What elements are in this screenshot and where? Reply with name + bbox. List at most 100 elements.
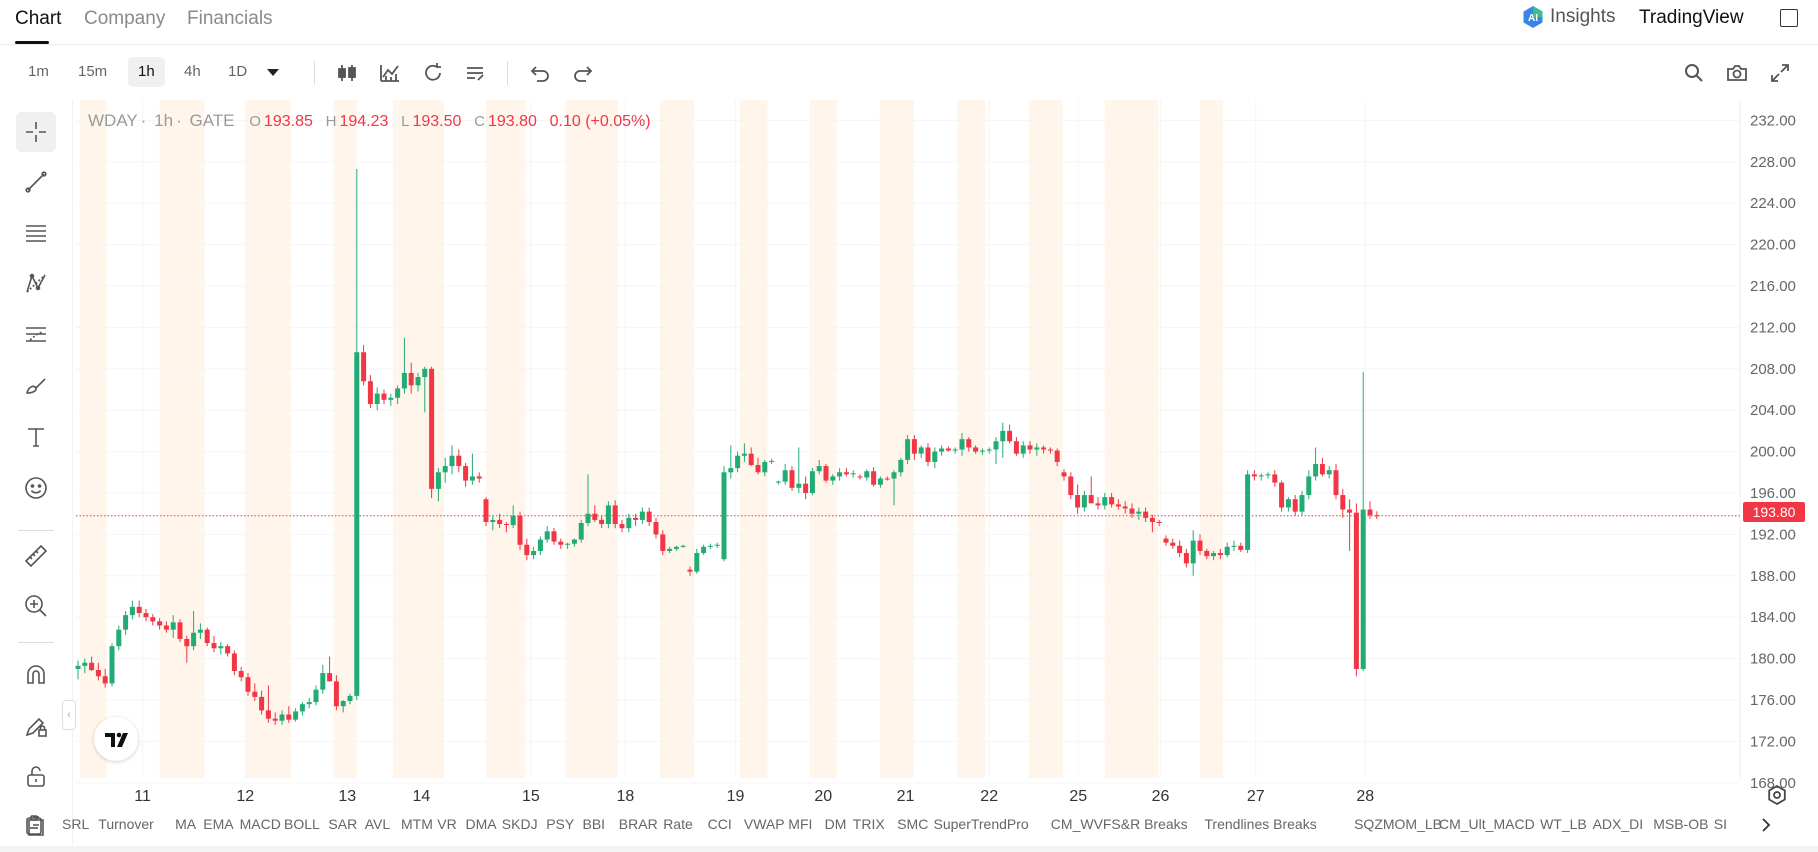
indicator-item[interactable]: MTM: [401, 816, 433, 832]
indicator-clipboard-icon[interactable]: [24, 814, 44, 836]
candle-body: [265, 710, 271, 719]
candle-body: [245, 677, 251, 692]
brush-icon: [25, 378, 46, 394]
indicator-item[interactable]: CM_WVF: [1050, 816, 1112, 832]
indicator-item[interactable]: BRAR: [618, 816, 658, 832]
candle-body: [952, 449, 958, 451]
indicator-item[interactable]: BOLL: [284, 816, 320, 832]
candle-body: [728, 468, 734, 473]
indicator-item[interactable]: Rate: [663, 816, 693, 832]
indicator-item[interactable]: TRIX: [852, 816, 885, 832]
redo-icon[interactable]: [572, 62, 594, 84]
indicator-item[interactable]: VR: [437, 816, 457, 832]
trash-tool[interactable]: [16, 806, 56, 846]
candle-body: [395, 388, 401, 398]
text-tool[interactable]: [16, 417, 56, 457]
search-icon[interactable]: [1683, 62, 1705, 84]
legend-high-label: H: [325, 113, 337, 130]
ruler-tool[interactable]: [16, 536, 56, 576]
indicator-item[interactable]: Trendlines Breaks: [1204, 816, 1317, 832]
indicator-item[interactable]: SI: [1713, 816, 1728, 832]
top-navigation: Chart Company Financials AI Insights Tra…: [0, 0, 1818, 45]
indicator-item[interactable]: DM: [824, 816, 847, 832]
indicator-item[interactable]: SKDJ: [501, 816, 538, 832]
indicator-item[interactable]: S&R Breaks: [1111, 816, 1188, 832]
session-band: [486, 100, 526, 778]
pattern-icon: [26, 273, 46, 293]
indicator-item[interactable]: DMA: [465, 816, 497, 832]
brush-tool[interactable]: [16, 366, 56, 406]
fib-lines-tool[interactable]: [16, 213, 56, 253]
indicator-item[interactable]: MSB-OB: [1653, 816, 1709, 832]
trash-icon: [28, 816, 44, 836]
pattern-tool[interactable]: [16, 264, 56, 304]
indicator-item[interactable]: BBI: [582, 816, 606, 832]
tab-company[interactable]: Company: [84, 8, 166, 29]
indicator-item[interactable]: SRL: [62, 816, 90, 832]
price-chart[interactable]: 232.00 228.00 224.00 220.00 216.00 212.00 208.…: [0, 100, 1818, 808]
indicator-item[interactable]: SMC: [897, 816, 929, 832]
indicators-icon[interactable]: [379, 62, 401, 84]
x-axis-tick-label: 12: [236, 788, 254, 805]
tradingview-link[interactable]: TradingView: [1639, 7, 1744, 28]
candle-body: [1197, 540, 1203, 551]
candle-body: [143, 613, 149, 618]
collapse-toolbar-button[interactable]: ‹: [62, 700, 76, 730]
magnet-tool[interactable]: [16, 655, 56, 695]
candle-body: [231, 653, 237, 672]
chevron-right-icon[interactable]: [1757, 816, 1775, 834]
indicator-item[interactable]: Turnover: [98, 816, 154, 832]
indicator-item[interactable]: MACD: [239, 816, 281, 832]
fullscreen-icon[interactable]: [1769, 62, 1791, 84]
indicator-item[interactable]: CCI: [707, 816, 732, 832]
undo-icon[interactable]: [529, 62, 551, 84]
timeframe-1d[interactable]: 1D: [228, 63, 248, 80]
zoom-tool[interactable]: [16, 586, 56, 626]
candle-body: [1217, 553, 1223, 556]
candlestick-type-icon[interactable]: [336, 62, 358, 84]
trendline-tool[interactable]: [16, 162, 56, 202]
indicator-item[interactable]: VWAP: [743, 816, 785, 832]
candle-body: [1251, 474, 1257, 477]
templates-icon[interactable]: [464, 62, 486, 84]
timeframe-1m[interactable]: 1m: [28, 63, 49, 80]
indicator-item[interactable]: AVL: [364, 816, 391, 832]
indicator-item[interactable]: SQZMOM_LB: [1354, 816, 1442, 832]
layout-toggle-checkbox[interactable]: [1780, 9, 1798, 27]
indicator-item[interactable]: ADX_DI: [1592, 816, 1644, 832]
indicator-item[interactable]: SAR: [328, 816, 358, 832]
indicator-item[interactable]: PSY: [546, 816, 575, 832]
candle-body: [1102, 497, 1108, 506]
timeframe-15m[interactable]: 15m: [78, 63, 108, 80]
timeframe-1h[interactable]: 1h: [128, 57, 165, 87]
camera-icon[interactable]: [1726, 62, 1748, 84]
indicator-item[interactable]: WT_LB: [1540, 816, 1587, 832]
candle-body: [667, 548, 673, 551]
indicator-item[interactable]: MA: [175, 816, 197, 832]
lock-drawing-tool[interactable]: [16, 706, 56, 746]
candle-body: [1088, 495, 1094, 504]
indicator-item[interactable]: EMA: [203, 816, 234, 832]
tab-financials[interactable]: Financials: [187, 8, 273, 29]
emoji-tool[interactable]: [16, 468, 56, 508]
chevron-down-icon[interactable]: [262, 66, 284, 80]
candle-body: [1292, 499, 1298, 512]
replay-icon[interactable]: [422, 62, 444, 84]
candle-body: [89, 662, 95, 670]
indicator-item[interactable]: SuperTrendPro: [933, 816, 1029, 832]
projection-tool[interactable]: [16, 315, 56, 355]
candle-body: [1238, 545, 1244, 550]
indicator-item[interactable]: MFI: [788, 816, 813, 832]
candle-body: [320, 673, 326, 690]
indicator-item[interactable]: CM_Ult_MACD: [1439, 816, 1535, 832]
candle-body: [789, 470, 795, 488]
candle-body: [1265, 474, 1271, 476]
candle-body: [361, 352, 367, 382]
crosshair-tool[interactable]: [16, 112, 56, 152]
tab-chart[interactable]: Chart: [15, 8, 62, 29]
tradingview-logo-button[interactable]: [94, 717, 138, 761]
timeframe-4h[interactable]: 4h: [184, 63, 201, 80]
chart-settings-icon[interactable]: [1766, 784, 1788, 806]
unlock-tool[interactable]: [16, 756, 56, 796]
insights-link[interactable]: AI Insights: [1522, 5, 1615, 29]
